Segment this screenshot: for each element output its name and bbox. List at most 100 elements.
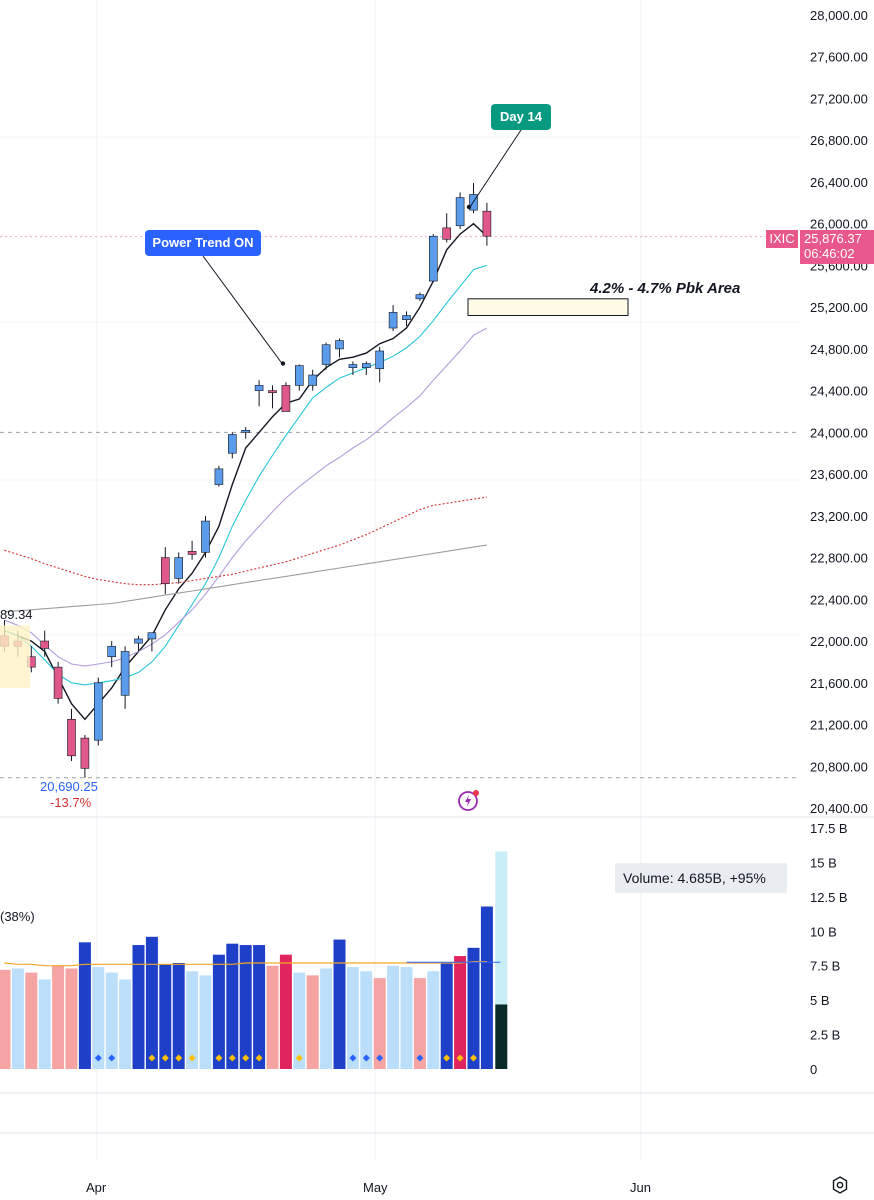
candle-body <box>375 350 385 370</box>
candle-body <box>335 340 344 350</box>
volume-bar <box>132 945 145 1069</box>
signal-diamond-yellow <box>443 1054 451 1062</box>
volume-bar <box>0 969 11 1069</box>
ma-line-ma_red_dotted <box>4 496 487 586</box>
volume-bar <box>279 954 292 1069</box>
candle <box>134 635 143 652</box>
chart-grid <box>0 0 874 1160</box>
signal-diamond-blue <box>416 1054 424 1062</box>
signal-diamond-yellow <box>148 1054 156 1062</box>
candle-body <box>134 638 143 644</box>
candle-body <box>482 210 492 237</box>
signal-diamond-blue <box>349 1054 357 1062</box>
settings-icon[interactable] <box>830 1175 850 1195</box>
price-tick-label: 27,600.00 <box>810 50 868 65</box>
pbk-area-box <box>467 298 629 317</box>
candle-body <box>308 374 318 386</box>
candle-body <box>268 390 277 394</box>
price-tick-label: 25,200.00 <box>810 300 868 315</box>
candle <box>361 361 371 375</box>
price-tick-label: 24,000.00 <box>810 425 868 440</box>
candle-body <box>147 632 157 640</box>
volume-bar <box>159 964 172 1069</box>
volume-tick-label: 10 B <box>810 924 837 939</box>
candle <box>388 305 398 332</box>
signal-diamond-yellow <box>470 1054 477 1062</box>
volume-bar <box>92 967 105 1069</box>
volume-bar <box>480 906 493 1069</box>
volume-bar <box>78 942 91 1069</box>
volume-tick-label: 5 B <box>810 993 830 1008</box>
volume-ma-line <box>4 961 487 967</box>
volume-bar <box>306 975 319 1069</box>
signal-diamond-yellow <box>242 1054 250 1062</box>
candle <box>442 213 452 243</box>
volume-bar <box>199 975 212 1069</box>
candle-body <box>80 737 90 769</box>
candle-body <box>228 434 237 454</box>
time-axis: Apr May Jun <box>86 1180 651 1195</box>
signal-diamond-yellow <box>161 1054 169 1062</box>
day14-callout[interactable]: Day 14 <box>491 104 551 130</box>
lightning-icon[interactable] <box>456 788 480 812</box>
volume-bar <box>293 972 306 1069</box>
left-volume-label: (38%) <box>0 909 35 924</box>
volume-bar <box>360 971 373 1069</box>
candle <box>348 361 358 375</box>
candle <box>53 661 63 704</box>
candle <box>482 202 492 246</box>
power-trend-callout[interactable]: Power Trend ON <box>145 230 261 256</box>
candle <box>428 234 438 283</box>
volume-bar <box>346 967 359 1069</box>
candle <box>228 432 237 459</box>
last-price: 25,876.37 <box>804 231 862 246</box>
candle-body <box>294 365 304 386</box>
volume-bars: (38%) <box>0 851 508 1069</box>
volume-bar <box>387 965 400 1069</box>
price-tick-label: 24,400.00 <box>810 384 868 399</box>
volume-bar <box>212 954 225 1069</box>
volume-bar <box>239 945 252 1069</box>
signal-diamond-yellow <box>228 1054 236 1062</box>
candle-body <box>428 235 438 282</box>
candle-body <box>40 640 50 649</box>
price-tick-label: 23,600.00 <box>810 467 868 482</box>
signal-diamond-blue <box>94 1054 102 1062</box>
candle <box>120 646 130 709</box>
volume-bar <box>253 945 266 1069</box>
signal-diamond-yellow <box>456 1054 464 1062</box>
highlight-box <box>0 625 30 689</box>
price-tick-label: 27,200.00 <box>810 91 868 106</box>
candle-body <box>361 363 371 368</box>
candle <box>201 515 210 558</box>
volume-bar <box>172 962 185 1069</box>
signal-diamond-blue <box>108 1054 116 1062</box>
time-tick-label: May <box>363 1180 388 1195</box>
candle-body <box>174 557 183 579</box>
candle-body <box>241 429 250 433</box>
price-tick-label: 23,200.00 <box>810 509 868 524</box>
volume-bar <box>454 956 467 1069</box>
symbol-tag[interactable]: IXIC <box>766 230 798 248</box>
candle-body <box>281 385 291 412</box>
candle-body <box>94 682 103 741</box>
volume-tick-label: 15 B <box>810 855 837 870</box>
volume-bar <box>52 965 65 1069</box>
candle-body <box>321 344 331 365</box>
candle <box>80 734 90 778</box>
candle <box>294 364 304 391</box>
volume-bar <box>320 968 333 1069</box>
price-tick-label: 21,200.00 <box>810 718 868 733</box>
volume-bar <box>266 965 279 1069</box>
volume-bar <box>38 979 51 1069</box>
time-tick-label: Jun <box>630 1180 651 1195</box>
candle <box>241 427 250 439</box>
annotations-layer: 20,690.25-13.7% 89.34 <box>0 129 629 810</box>
volume-bar <box>145 936 158 1069</box>
price-tick-label: 20,800.00 <box>810 759 868 774</box>
moving-averages <box>4 222 488 721</box>
candle <box>67 708 76 762</box>
volume-tick-label: 12.5 B <box>810 890 848 905</box>
candle <box>402 311 411 326</box>
